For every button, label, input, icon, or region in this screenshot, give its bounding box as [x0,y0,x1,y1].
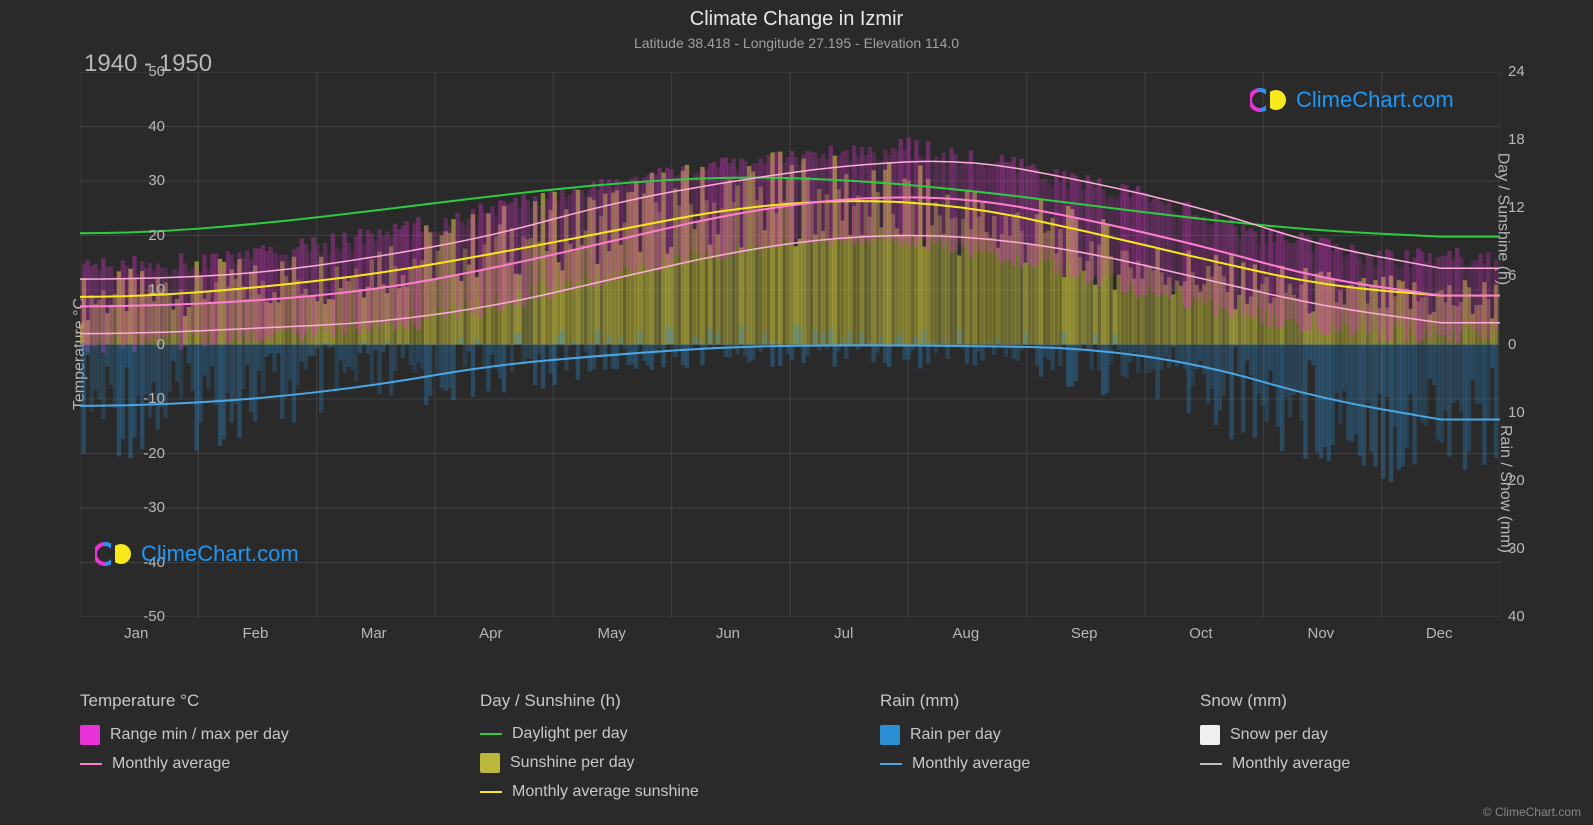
legend-label: Monthly average [112,755,230,773]
month-label: May [598,625,626,642]
legend-title: Rain (mm) [880,691,1160,711]
legend-line-icon [880,763,902,765]
y-right-bottom-tick: 40 [1508,608,1525,625]
legend-line-icon [480,791,502,793]
y-left-tick: -20 [125,445,165,462]
month-label: Nov [1308,625,1335,642]
y-left-tick: -30 [125,499,165,516]
y-left-tick: 10 [125,281,165,298]
watermark-text: ClimeChart.com [1296,87,1454,113]
legend-item: Sunshine per day [480,753,840,773]
logo-icon [95,540,133,568]
watermark-bottom: ClimeChart.com [95,540,299,568]
legend-column: Rain (mm) Rain per day Monthly average [880,691,1160,801]
legend-title: Snow (mm) [1200,691,1480,711]
legend-item: Rain per day [880,725,1160,745]
legend-column: Day / Sunshine (h) Daylight per day Sunshi… [480,691,840,801]
legend-item: Daylight per day [480,725,840,743]
legend-label: Daylight per day [512,725,628,743]
month-label: Jul [834,625,853,642]
y-right-bottom-tick: 30 [1508,540,1525,557]
logo-icon [1250,86,1288,114]
legend-label: Range min / max per day [110,726,289,744]
y-left-tick: -10 [125,390,165,407]
y-right-bottom-tick: 10 [1508,404,1525,421]
legend-line-icon [80,763,102,765]
legend-swatch-icon [1200,725,1220,745]
legend-label: Monthly average [912,755,1030,773]
legend-label: Rain per day [910,726,1001,744]
legend-line-icon [1200,763,1222,765]
chart-title: Climate Change in Izmir [0,0,1593,31]
legend-swatch-icon [480,753,500,773]
legend-label: Monthly average sunshine [512,783,699,801]
month-label: Jun [716,625,740,642]
month-label: Mar [361,625,387,642]
legend-label: Monthly average [1232,755,1350,773]
month-label: Feb [243,625,269,642]
y-left-tick: 20 [125,227,165,244]
y-right-top-tick: 12 [1508,199,1525,216]
y-left-tick: 50 [125,63,165,80]
legend: Temperature °C Range min / max per day Mon… [80,691,1500,801]
legend-title: Temperature °C [80,691,440,711]
chart-container: Climate Change in Izmir Latitude 38.418 … [0,0,1593,825]
legend-item: Monthly average [80,755,440,773]
month-label: Sep [1071,625,1098,642]
watermark-text: ClimeChart.com [141,541,299,567]
y-right-bottom-tick: 20 [1508,472,1525,489]
y-left-tick: 0 [125,336,165,353]
month-label: Jan [124,625,148,642]
legend-column: Temperature °C Range min / max per day Mon… [80,691,440,801]
chart-subtitle: Latitude 38.418 - Longitude 27.195 - Ele… [0,31,1593,51]
legend-line-icon [480,733,502,735]
legend-label: Sunshine per day [510,754,635,772]
legend-item: Range min / max per day [80,725,440,745]
legend-column: Snow (mm) Snow per day Monthly average [1200,691,1480,801]
copyright: © ClimeChart.com [1483,805,1581,819]
y-left-tick: 30 [125,172,165,189]
legend-item: Monthly average [1200,755,1480,773]
y-left-tick: 40 [125,118,165,135]
month-label: Dec [1426,625,1453,642]
legend-item: Monthly average [880,755,1160,773]
watermark-top: ClimeChart.com [1250,86,1454,114]
y-left-tick: -50 [125,608,165,625]
legend-label: Snow per day [1230,726,1328,744]
month-label: Oct [1189,625,1212,642]
legend-swatch-icon [80,725,100,745]
chart-plot [80,72,1500,617]
legend-title: Day / Sunshine (h) [480,691,840,711]
month-label: Aug [953,625,980,642]
legend-swatch-icon [880,725,900,745]
y-right-top-tick: 0 [1508,336,1516,353]
legend-item: Snow per day [1200,725,1480,745]
legend-item: Monthly average sunshine [480,783,840,801]
y-right-top-tick: 24 [1508,63,1525,80]
month-label: Apr [479,625,502,642]
y-right-top-tick: 6 [1508,267,1516,284]
y-right-top-tick: 18 [1508,131,1525,148]
